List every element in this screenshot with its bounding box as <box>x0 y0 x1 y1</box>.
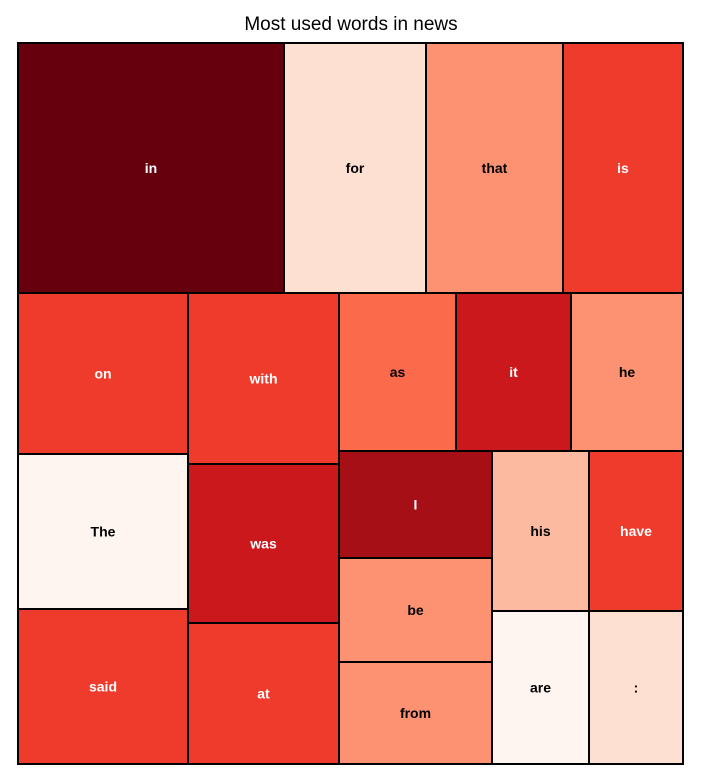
tile-it <box>455 292 572 452</box>
tile-colon <box>588 610 684 765</box>
tile-label-have: have <box>620 523 652 539</box>
tile-label-said: said <box>89 679 117 695</box>
tile-with <box>187 292 340 465</box>
tile-label-be: be <box>407 602 424 618</box>
tile-label-the: The <box>91 524 116 540</box>
tile-he <box>570 292 684 452</box>
tile-is <box>562 42 684 294</box>
tile-label-from: from <box>400 705 431 721</box>
tile-label-are: are <box>530 680 551 696</box>
tile-i <box>338 450 493 559</box>
tile-label-is: is <box>617 160 629 176</box>
tile-label-he: he <box>619 364 636 380</box>
tile-was <box>187 463 340 624</box>
tile-label-that: that <box>482 160 508 176</box>
tile-label-at: at <box>257 686 270 702</box>
tile-label-for: for <box>346 160 365 176</box>
tile-label-i: I <box>414 497 418 513</box>
tile-label-in: in <box>145 160 157 176</box>
tile-label-as: as <box>390 364 406 380</box>
tile-have <box>588 450 684 612</box>
tile-are <box>491 610 590 765</box>
tile-label-on: on <box>94 366 111 382</box>
tile-label-it: it <box>509 364 518 380</box>
tile-be <box>338 557 493 663</box>
tile-label-his: his <box>530 523 550 539</box>
tile-his <box>491 450 590 612</box>
tile-from <box>338 661 493 765</box>
tile-as <box>338 292 457 452</box>
tile-label-with: with <box>249 371 278 387</box>
tile-label-colon: : <box>634 680 639 696</box>
chart-title: Most used words in news <box>244 14 458 35</box>
tile-on <box>17 292 189 455</box>
tile-label-was: was <box>249 536 277 552</box>
